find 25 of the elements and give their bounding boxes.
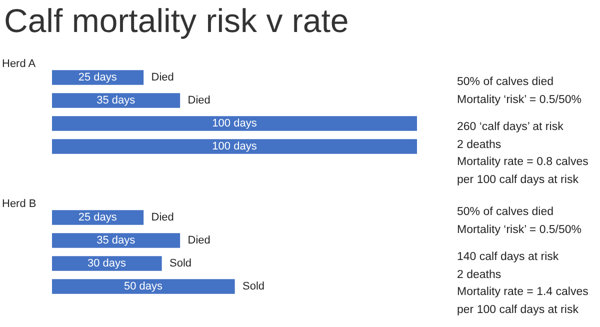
data-label: 35 days — [96, 94, 136, 107]
chart-title: Calf mortality risk v rate — [4, 2, 349, 40]
text: 50% of calves died Mortality ‘risk’ = 0.5/50% — [457, 75, 583, 108]
data-label: 25 days — [78, 212, 118, 224]
annotation: Died — [151, 72, 174, 84]
y-axis-title: Herd A — [2, 58, 36, 70]
bar — [52, 279, 235, 294]
bar — [52, 210, 144, 225]
annotation: Died — [188, 94, 210, 107]
text: Sold — [242, 280, 265, 293]
annotation: Died — [151, 212, 174, 224]
data-label: 100 days — [212, 118, 258, 130]
data-label: 100 days — [212, 140, 258, 153]
y-axis-title: Herd B — [2, 198, 36, 210]
text: 50% of calves died Mortality ‘risk’ = 0.5/50% — [457, 205, 583, 238]
data-label: 30 days — [87, 258, 127, 270]
annotation: Died — [188, 234, 210, 247]
data-label: 25 days — [78, 72, 118, 84]
annotation: Sold — [170, 258, 192, 270]
bar — [52, 256, 162, 271]
text: 140 calf days at risk 2 deaths Mortality rate = 1.4 calves per 100 calf days at risk — [457, 250, 588, 318]
data-label: 50 days — [124, 280, 164, 293]
data-label: 35 days — [96, 234, 136, 247]
text: 260 ‘calf days’ at risk 2 deaths Mortality rate = 0.8 calves per 100 calf days at risk — [457, 120, 588, 188]
bar — [52, 233, 180, 248]
